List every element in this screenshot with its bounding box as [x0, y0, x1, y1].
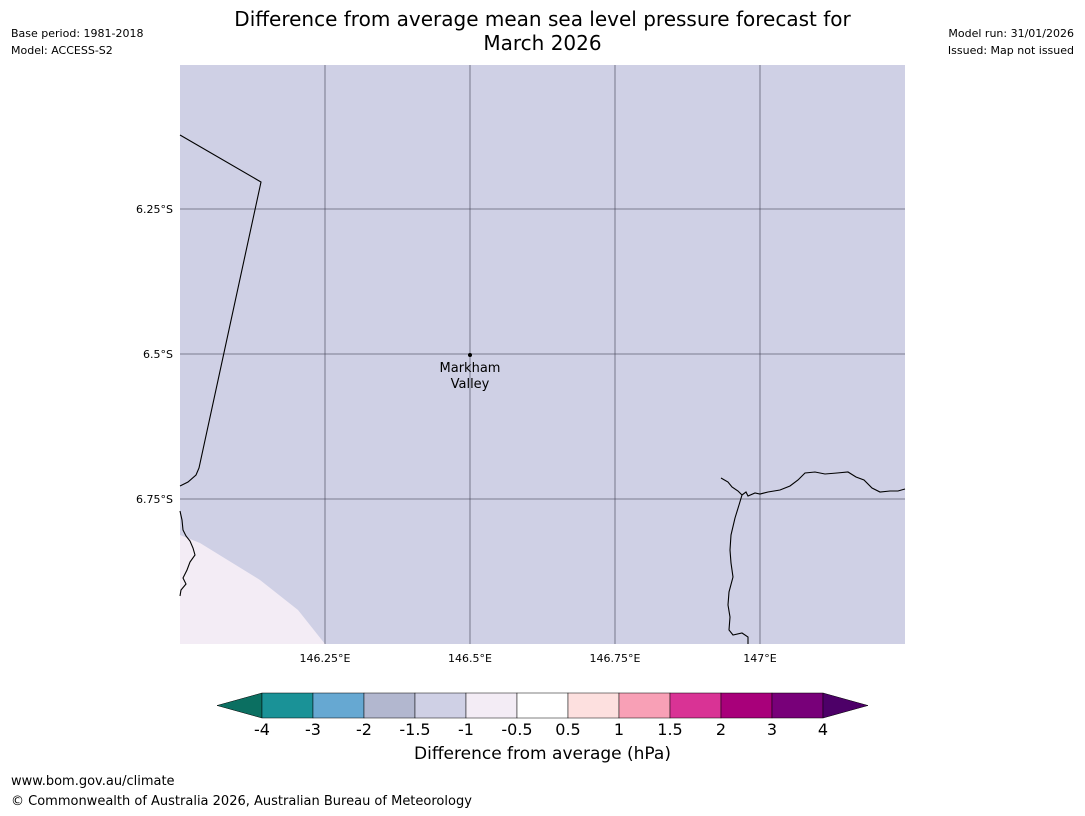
colorbar-tick-label: 2: [716, 720, 726, 739]
lat-label: 6.5°S: [143, 348, 173, 361]
base-period-text: Base period: 1981-2018: [11, 27, 144, 40]
colorbar-segment: [465, 692, 518, 719]
colorbar-segment: [720, 692, 773, 719]
gridlines: [180, 65, 905, 644]
colorbar-ticks: -4 -3 -2 -1.5 -1 -0.5 0.5 1 1.5 2 3 4: [254, 720, 828, 739]
place-label-line-1: Markham: [440, 361, 501, 376]
title-line-1: Difference from average mean sea level p…: [234, 7, 851, 31]
river-east: [727, 494, 749, 644]
colorbar-tick-label: 1: [614, 720, 624, 739]
boundary-line: [179, 134, 262, 487]
place-label-line-2: Valley: [451, 377, 490, 392]
footer-copyright: © Commonwealth of Australia 2026, Austra…: [11, 794, 472, 809]
info-left: Base period: 1981-2018 Model: ACCESS-S2: [11, 25, 143, 59]
colorbar-tick-label: -1: [458, 720, 474, 739]
lon-label: 147°E: [743, 652, 776, 665]
map-field: [180, 65, 905, 644]
colorbar-label: Difference from average (hPa): [414, 744, 671, 764]
colorbar-segment: [363, 692, 416, 719]
lon-label: 146.5°E: [448, 652, 492, 665]
colorbar-segment: [312, 692, 365, 719]
footer-url[interactable]: www.bom.gov.au/climate: [11, 774, 175, 789]
coast-southwest: [179, 510, 196, 597]
colorbar-tick-label: -1.5: [399, 720, 430, 739]
colorbar-tick-label: 3: [767, 720, 777, 739]
colorbar-segment: [414, 692, 467, 719]
map-title: Difference from average mean sea level p…: [180, 7, 905, 55]
colorbar-tick-label: -0.5: [501, 720, 532, 739]
issued-text: Issued: Map not issued: [947, 44, 1074, 57]
colorbar-tick-label: 4: [818, 720, 828, 739]
colorbar-extend-low: [216, 692, 263, 719]
colorbar-tick-label: 0.5: [555, 720, 580, 739]
anomaly-region-low: [180, 535, 325, 644]
colorbar-segment: [669, 692, 722, 719]
colorbar-segment: [516, 692, 569, 719]
lon-label: 146.75°E: [590, 652, 641, 665]
lat-label: 6.75°S: [136, 493, 173, 506]
title-line-2: March 2026: [483, 31, 602, 55]
colorbar-tick-label: -2: [356, 720, 372, 739]
colorbar-tick-label: 1.5: [657, 720, 682, 739]
colorbar-tick-label: -4: [254, 720, 270, 739]
colorbar-extend-high: [822, 692, 869, 719]
lon-label: 146.25°E: [300, 652, 351, 665]
place-marker: [468, 353, 472, 357]
lat-label: 6.25°S: [136, 203, 173, 216]
coastline: [179, 134, 906, 644]
model-run-text: Model run: 31/01/2026: [948, 27, 1074, 40]
colorbar-segment: [618, 692, 671, 719]
info-right: Model run: 31/01/2026 Issued: Map not is…: [948, 25, 1074, 59]
colorbar-tick-label: -3: [305, 720, 321, 739]
colorbar-segment: [567, 692, 620, 719]
colorbar-segments: [216, 692, 869, 719]
colorbar-segment: [261, 692, 314, 719]
colorbar-segment: [771, 692, 824, 719]
model-text: Model: ACCESS-S2: [11, 44, 113, 57]
